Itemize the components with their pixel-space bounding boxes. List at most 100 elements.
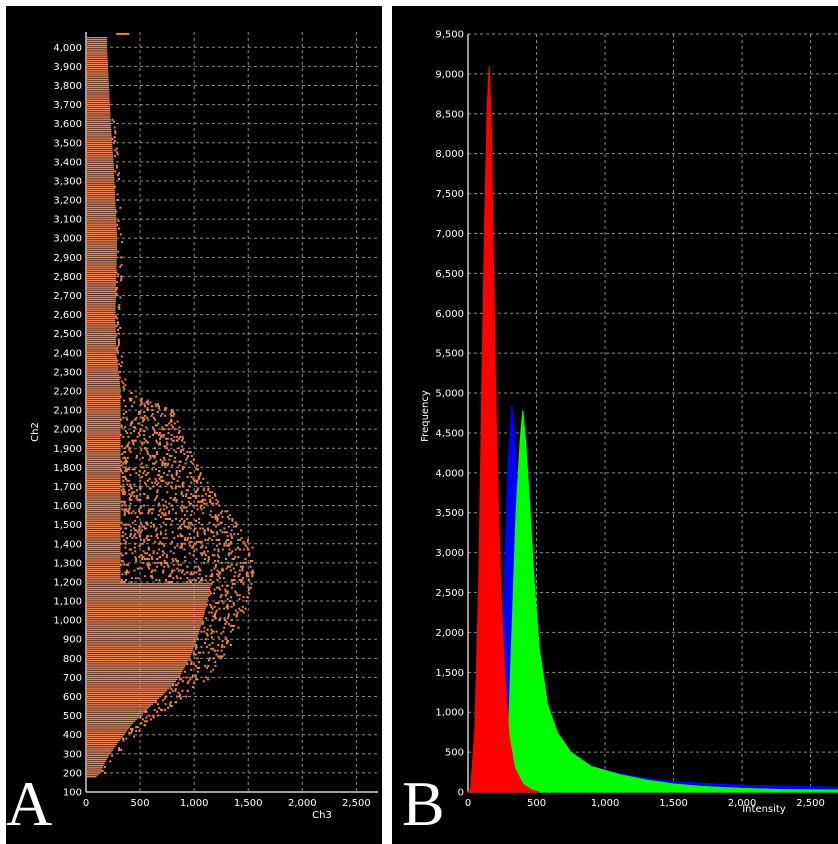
point [192, 529, 195, 532]
point [135, 456, 138, 459]
point [186, 456, 189, 459]
point [159, 485, 162, 488]
point [181, 510, 184, 513]
point [148, 435, 151, 438]
point [235, 613, 238, 616]
point [130, 580, 133, 583]
point [207, 538, 210, 541]
point [152, 552, 155, 555]
point [170, 687, 173, 690]
point [229, 596, 232, 599]
point [228, 548, 231, 551]
point [136, 498, 139, 501]
point [186, 489, 189, 492]
point [226, 565, 229, 568]
point [204, 498, 207, 501]
point [165, 437, 168, 440]
point [179, 678, 182, 681]
point [124, 542, 127, 545]
point [124, 405, 127, 408]
point [249, 586, 252, 589]
point [149, 454, 152, 457]
point [237, 546, 240, 549]
point [137, 567, 140, 570]
point [125, 508, 128, 511]
point [143, 527, 146, 530]
point [195, 468, 198, 471]
point [223, 607, 226, 610]
point [128, 496, 131, 499]
point [170, 474, 173, 477]
point [155, 405, 158, 408]
histogram-plot: 0 500 1,000 1,500 2,000 2,500 3,000 3,500 4,000 4… [420, 30, 838, 815]
point [116, 346, 119, 349]
point [230, 529, 233, 532]
point [251, 559, 254, 562]
point [232, 603, 235, 606]
point [210, 611, 213, 614]
point [163, 458, 166, 461]
point [125, 470, 128, 473]
point [165, 506, 168, 509]
point [115, 271, 118, 274]
point [181, 680, 184, 683]
point [235, 592, 238, 595]
point [151, 569, 154, 572]
point [143, 575, 146, 578]
point [115, 334, 118, 337]
point [156, 558, 159, 561]
x-tick-label: 1,500 [659, 798, 688, 809]
point [161, 550, 164, 553]
x-tick-label: 0 [83, 798, 89, 809]
point [163, 544, 166, 547]
point [190, 493, 193, 496]
point [153, 432, 156, 435]
point [192, 674, 195, 677]
point [214, 525, 217, 528]
point [189, 580, 192, 583]
point [202, 621, 205, 624]
point [141, 456, 144, 459]
point [146, 441, 149, 444]
point [129, 432, 132, 435]
point [232, 579, 235, 582]
point [178, 426, 181, 429]
point [210, 592, 213, 595]
point [179, 435, 182, 438]
point [192, 495, 195, 498]
point [188, 533, 191, 536]
point [226, 544, 229, 547]
point [129, 485, 132, 488]
point [129, 451, 132, 454]
point [206, 481, 209, 484]
point [177, 563, 180, 566]
point [156, 491, 159, 494]
point [209, 579, 212, 582]
point [196, 678, 199, 681]
point [191, 676, 194, 679]
point [210, 575, 213, 578]
point [235, 563, 238, 566]
point [140, 401, 143, 404]
point [161, 426, 164, 429]
point [221, 567, 224, 570]
point [242, 561, 245, 564]
point [143, 724, 146, 727]
point [173, 569, 176, 572]
point [226, 510, 229, 513]
point [201, 498, 204, 501]
point [169, 412, 172, 415]
point [135, 454, 138, 457]
point [156, 710, 159, 713]
y-tick-label: 4,000 [53, 43, 82, 54]
point [177, 527, 180, 530]
point [171, 571, 174, 574]
point [170, 411, 173, 413]
histogram-panel-b: 0 500 1,000 1,500 2,000 2,500 3,000 3,500 4,000 4… [392, 6, 838, 844]
histogram-area-series-3 [467, 65, 540, 793]
point [174, 558, 177, 561]
point [145, 474, 148, 477]
point [117, 321, 120, 324]
point [120, 464, 123, 467]
y-tick-label: 3,500 [435, 508, 464, 519]
